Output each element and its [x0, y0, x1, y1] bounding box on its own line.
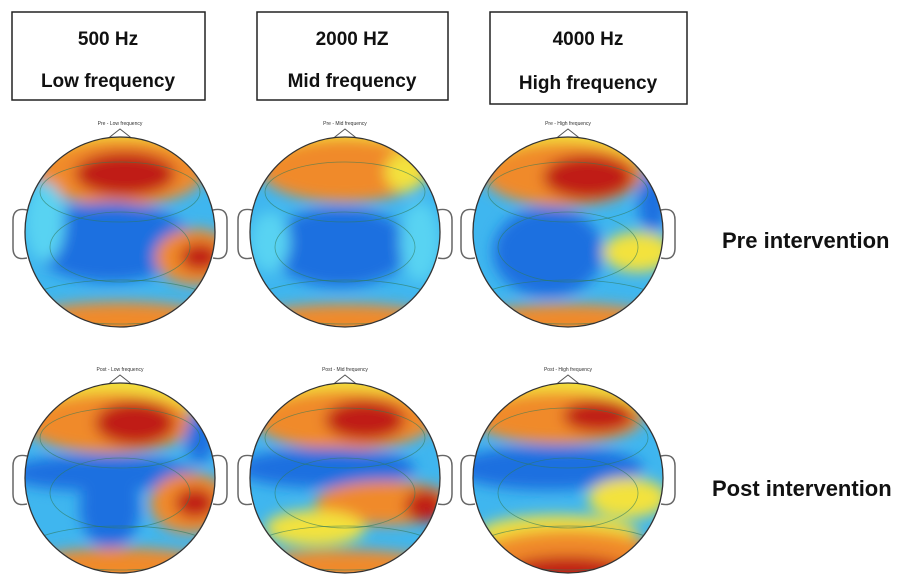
blob — [80, 468, 140, 548]
contour — [274, 457, 416, 529]
map-title: Pre - Low frequency — [98, 121, 143, 127]
head-outline — [472, 382, 664, 574]
contour — [497, 211, 639, 283]
map-blobs — [250, 137, 440, 327]
contour — [274, 211, 416, 283]
nose — [553, 374, 583, 387]
blob — [493, 207, 603, 297]
nose — [330, 374, 360, 387]
map-blobs — [25, 383, 215, 573]
ear — [237, 208, 253, 260]
contour — [39, 161, 201, 223]
header-title: 500 Hz — [78, 29, 138, 50]
blob — [25, 548, 215, 573]
blob — [95, 401, 175, 445]
ear — [660, 208, 676, 260]
contour — [487, 407, 649, 469]
ear — [212, 208, 228, 260]
blob — [588, 478, 663, 518]
nose — [330, 128, 360, 141]
map-blobs — [473, 137, 663, 327]
column-header: 4000 Hz High frequency — [489, 11, 688, 105]
map-blobs — [250, 383, 440, 573]
contour — [49, 211, 191, 283]
topomap: Pre - High frequency — [460, 121, 676, 328]
contour — [487, 161, 649, 223]
nose — [105, 374, 135, 387]
map-fill — [250, 383, 440, 573]
map-title: Pre - Mid frequency — [323, 121, 367, 127]
topomaps: Pre - Low frequency Pre - Mid frequency Pr… — [12, 121, 676, 574]
topomap: Post - Low frequency — [12, 367, 228, 574]
map-fill — [250, 137, 440, 327]
blob — [473, 304, 663, 327]
nose — [553, 128, 583, 141]
header-title: 4000 Hz — [553, 29, 624, 50]
blob — [175, 488, 215, 518]
ear — [437, 208, 453, 260]
contour — [264, 161, 426, 223]
blob — [250, 550, 440, 573]
blob — [250, 448, 415, 488]
header-subtitle: High frequency — [519, 73, 658, 94]
head-outline — [24, 136, 216, 328]
contour — [49, 457, 191, 529]
map-fill — [25, 383, 215, 573]
header-box — [256, 11, 449, 101]
map-title: Post - Low frequency — [97, 367, 144, 373]
header-box — [11, 11, 206, 101]
header-box — [489, 11, 688, 105]
ear — [12, 454, 28, 506]
blob — [543, 155, 633, 199]
map-title: Post - High frequency — [544, 367, 593, 373]
contour — [264, 407, 426, 469]
blob — [325, 400, 405, 440]
map-fill — [473, 383, 663, 573]
map-blobs — [25, 137, 215, 327]
ear — [437, 454, 453, 506]
map-title: Post - Mid frequency — [322, 367, 368, 373]
blob — [265, 510, 365, 546]
ear — [12, 208, 28, 260]
blob — [473, 446, 643, 490]
map-fill — [473, 137, 663, 327]
topomap: Post - Mid frequency — [237, 367, 453, 574]
map-fill — [25, 137, 215, 327]
topomap: Pre - Mid frequency — [237, 121, 453, 328]
blob — [400, 202, 440, 282]
head-outline — [24, 382, 216, 574]
topomap: Pre - Low frequency — [12, 121, 228, 328]
blob — [315, 159, 395, 189]
contour — [497, 457, 639, 529]
ear — [237, 454, 253, 506]
blob — [30, 202, 190, 282]
row-label: Pre intervention — [722, 228, 889, 253]
ear — [212, 454, 228, 506]
head-outline — [472, 136, 664, 328]
blob — [270, 207, 410, 287]
head-outline — [249, 136, 441, 328]
blob — [250, 212, 290, 272]
blob — [25, 182, 65, 262]
column-header: 500 Hz Low frequency — [11, 11, 206, 101]
blob — [25, 302, 215, 327]
map-title: Pre - High frequency — [545, 121, 591, 127]
contour — [39, 407, 201, 469]
blob — [603, 232, 663, 272]
blob — [250, 304, 440, 327]
nose — [105, 128, 135, 141]
ear — [460, 208, 476, 260]
header-title: 2000 HZ — [316, 29, 389, 50]
row-label: Post intervention — [712, 476, 892, 501]
ear — [460, 454, 476, 506]
head-outline — [249, 382, 441, 574]
topomap: Post - High frequency — [460, 367, 676, 574]
map-blobs — [473, 383, 663, 573]
header-subtitle: Mid frequency — [288, 71, 417, 92]
header-subtitle: Low frequency — [41, 71, 176, 92]
blob — [75, 152, 175, 196]
column-header: 2000 HZ Mid frequency — [256, 11, 449, 101]
ear — [660, 454, 676, 506]
